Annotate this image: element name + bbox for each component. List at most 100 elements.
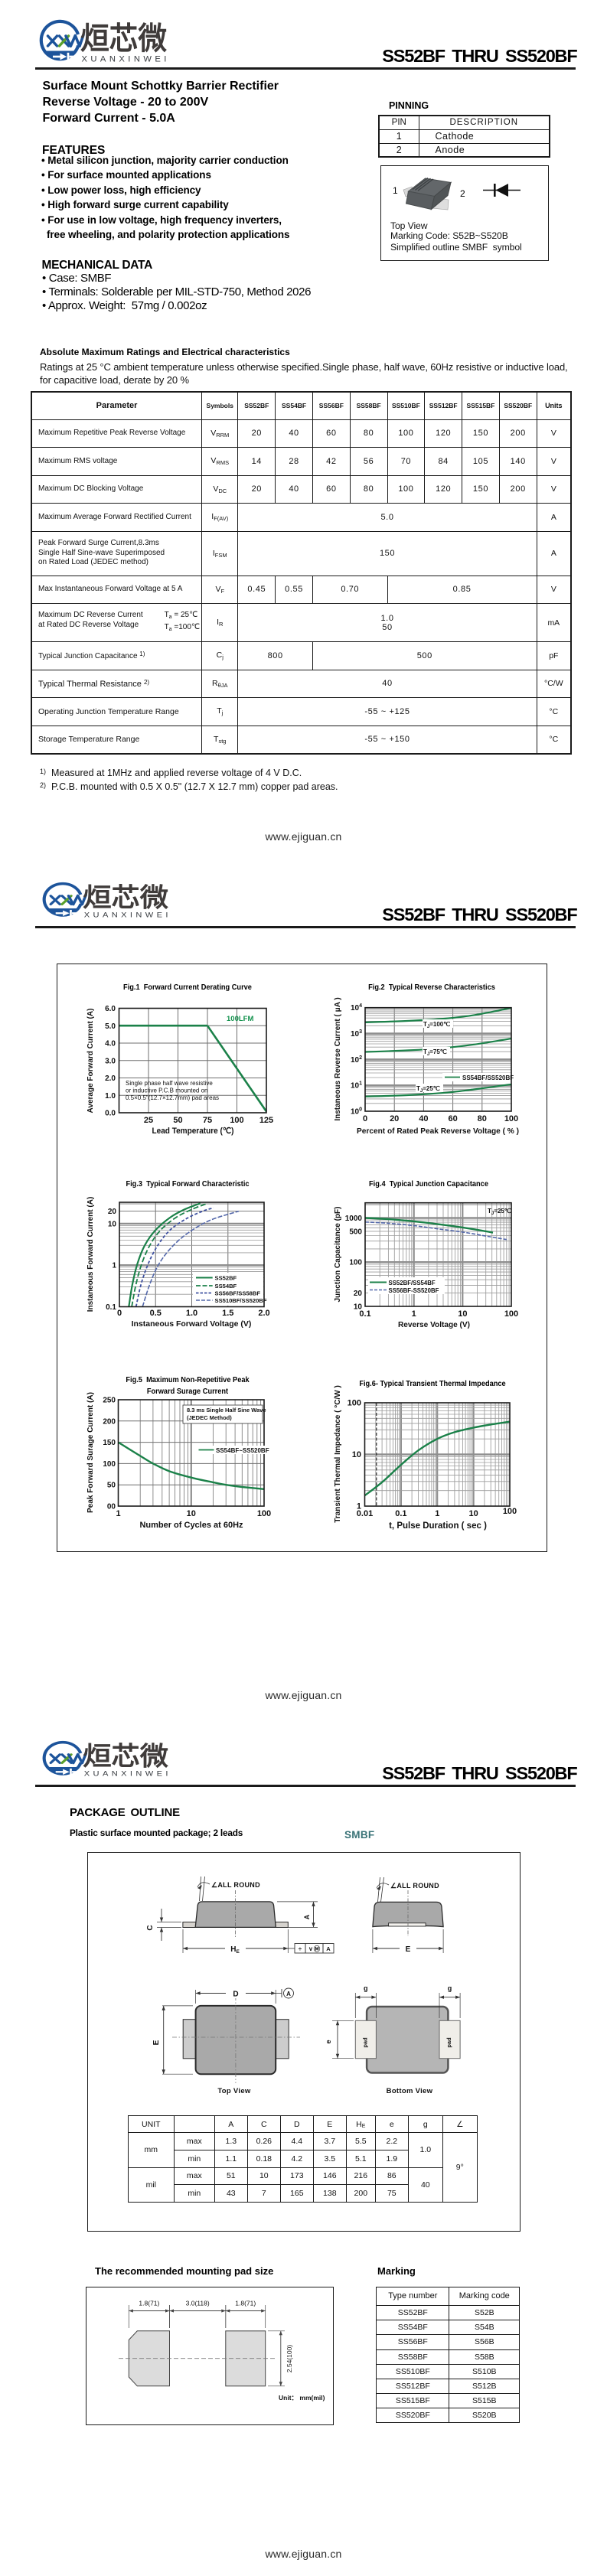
svg-text:D: D [233,1991,238,1999]
svg-text:∠ALL ROUND: ∠ALL ROUND [390,1882,439,1890]
svg-text:0.1: 0.1 [359,1309,370,1319]
svg-text:Ⓜ: Ⓜ [314,1945,321,1953]
svg-text:100: 100 [349,1259,362,1267]
svg-text:e: e [325,2040,332,2043]
svg-text:0.5×0.5"(12.7×12.7mm) pad are: 0.5×0.5"(12.7×12.7mm) pad areas [126,1094,219,1101]
svg-text:SS54BF~SS520BF: SS54BF~SS520BF [216,1447,269,1454]
svg-text:SS52BF/SS54BF: SS52BF/SS54BF [389,1280,436,1286]
svg-text:80: 80 [478,1114,487,1123]
svg-text:Transient Thermal Impedance (: Transient Thermal Impedance ( °C/W ) [334,1385,342,1523]
svg-text:烜芯微: 烜芯微 [83,882,168,911]
svg-text:1.8(71): 1.8(71) [139,2300,159,2307]
svg-text:v: v [309,1945,313,1952]
svg-text:Instaneous Reverse Current ( μ: Instaneous Reverse Current ( μA ) [334,997,342,1120]
svg-text:1: 1 [412,1309,416,1319]
svg-text:∠ALL ROUND: ∠ALL ROUND [211,1881,260,1889]
svg-text:100: 100 [503,1507,517,1516]
svg-text:0.5: 0.5 [150,1309,162,1318]
svg-text:Instaneous Forward Current (A): Instaneous Forward Current (A) [86,1197,95,1312]
svg-text:(JEDEC Method): (JEDEC Method) [187,1414,232,1421]
svg-text:0: 0 [363,1114,367,1123]
svg-text:Instaneous Forward Voltage (V): Instaneous Forward Voltage (V) [132,1319,252,1329]
svg-text:2.0: 2.0 [258,1309,269,1318]
svg-text:8.3 ms Single Half Sine Wave: 8.3 ms Single Half Sine Wave [187,1407,266,1414]
svg-text:1.0: 1.0 [186,1309,197,1318]
svg-text:1: 1 [357,1502,361,1511]
svg-text:10: 10 [458,1309,467,1319]
svg-text:10: 10 [469,1509,478,1518]
svg-text:100: 100 [257,1509,271,1518]
svg-text:烜芯微: 烜芯微 [80,21,167,56]
svg-text:2.0: 2.0 [105,1074,116,1083]
svg-text:3.0: 3.0 [105,1057,116,1065]
svg-text:0.1: 0.1 [395,1509,406,1518]
svg-text:200: 200 [103,1417,116,1426]
svg-text:TJ=25℃: TJ=25℃ [416,1085,440,1094]
svg-text:1: 1 [112,1262,116,1270]
svg-text:A: A [326,1945,331,1952]
svg-text:SS54BF/SS520BF: SS54BF/SS520BF [462,1074,514,1081]
svg-text:1.0: 1.0 [105,1092,116,1101]
svg-text:250: 250 [103,1397,116,1405]
svg-text:Reverse Voltage (V): Reverse Voltage (V) [398,1320,470,1329]
svg-text:10: 10 [187,1509,196,1518]
svg-text:100: 100 [103,1460,116,1469]
svg-text:5.0: 5.0 [105,1022,116,1031]
svg-text:Bottom View: Bottom View [387,2087,433,2095]
svg-text:g: g [364,1984,368,1992]
svg-text:20: 20 [354,1290,363,1298]
svg-text:÷: ÷ [299,1945,302,1952]
svg-text:2.54(100): 2.54(100) [286,2345,293,2373]
svg-text:SS510BF/SS520BF: SS510BF/SS520BF [215,1297,267,1304]
svg-text:Number of Cycles at 60Hz: Number of Cycles at 60Hz [139,1521,243,1530]
svg-text:XUANXINWEI: XUANXINWEI [84,911,170,919]
svg-text:50: 50 [173,1116,182,1125]
svg-text:4.0: 4.0 [105,1040,116,1048]
svg-text:25: 25 [144,1116,153,1125]
svg-text:10: 10 [354,1303,363,1312]
svg-text:A: A [286,1991,291,1997]
svg-text:Junction Capacitance (pF): Junction Capacitance (pF) [334,1206,342,1302]
svg-text:TJ=100℃: TJ=100℃ [423,1021,450,1029]
svg-text:pad: pad [445,2037,452,2048]
svg-text:100: 100 [230,1116,243,1125]
svg-text:1000: 1000 [345,1215,363,1223]
svg-text:t, Pulse Duration ( sec ): t, Pulse Duration ( sec ) [389,1521,487,1531]
svg-text:A: A [303,1914,311,1919]
svg-text:Average Forward Current (A): Average Forward Current (A) [86,1009,95,1114]
svg-text:10: 10 [108,1220,117,1228]
svg-text:pad: pad [362,2037,369,2048]
svg-text:g: g [448,1984,452,1992]
svg-text:SS52BF: SS52BF [215,1275,237,1282]
svg-text:Top View: Top View [217,2087,251,2095]
svg-text:75: 75 [203,1116,212,1125]
svg-text:100LFM: 100LFM [227,1015,253,1023]
svg-text:Single phase half wave resisti: Single phase half wave resistive [126,1080,213,1087]
svg-text:20: 20 [390,1114,399,1123]
svg-text:XUANXINWEI: XUANXINWEI [84,1770,170,1778]
svg-text:TJ=25℃: TJ=25℃ [488,1208,511,1216]
svg-text:100: 100 [504,1309,518,1319]
svg-text:50: 50 [107,1482,116,1490]
svg-text:E: E [406,1945,411,1954]
svg-text:10: 10 [352,1450,361,1459]
svg-text:Percent of Rated Peak Reverse: Percent of Rated Peak Reverse Voltage ( … [357,1127,519,1136]
svg-text:Lead Temperature (℃): Lead Temperature (℃) [152,1127,234,1136]
svg-text:1: 1 [116,1509,120,1518]
svg-text:XUANXINWEI: XUANXINWEI [82,55,168,64]
svg-text:100: 100 [504,1114,518,1123]
svg-text:0.01: 0.01 [357,1509,373,1518]
svg-text:SS54BF: SS54BF [215,1283,237,1290]
svg-text:E: E [152,2040,161,2045]
svg-text:150: 150 [103,1439,116,1447]
svg-text:1.5: 1.5 [222,1309,233,1318]
svg-text:6.0: 6.0 [105,1005,116,1013]
svg-text:500: 500 [349,1228,362,1236]
svg-text:or inductive P.C.B mounted on: or inductive P.C.B mounted on [126,1087,207,1094]
svg-text:125: 125 [259,1116,273,1125]
svg-text:60: 60 [448,1114,457,1123]
svg-text:0.1: 0.1 [106,1303,116,1312]
svg-text:0.0: 0.0 [105,1110,116,1118]
svg-text:20: 20 [108,1208,117,1216]
svg-text:0: 0 [117,1309,122,1318]
